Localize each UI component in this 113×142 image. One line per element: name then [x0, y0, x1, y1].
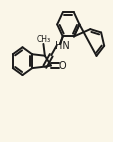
Text: HN: HN: [54, 40, 69, 51]
Text: O: O: [58, 60, 66, 71]
Text: CH₃: CH₃: [36, 35, 50, 44]
